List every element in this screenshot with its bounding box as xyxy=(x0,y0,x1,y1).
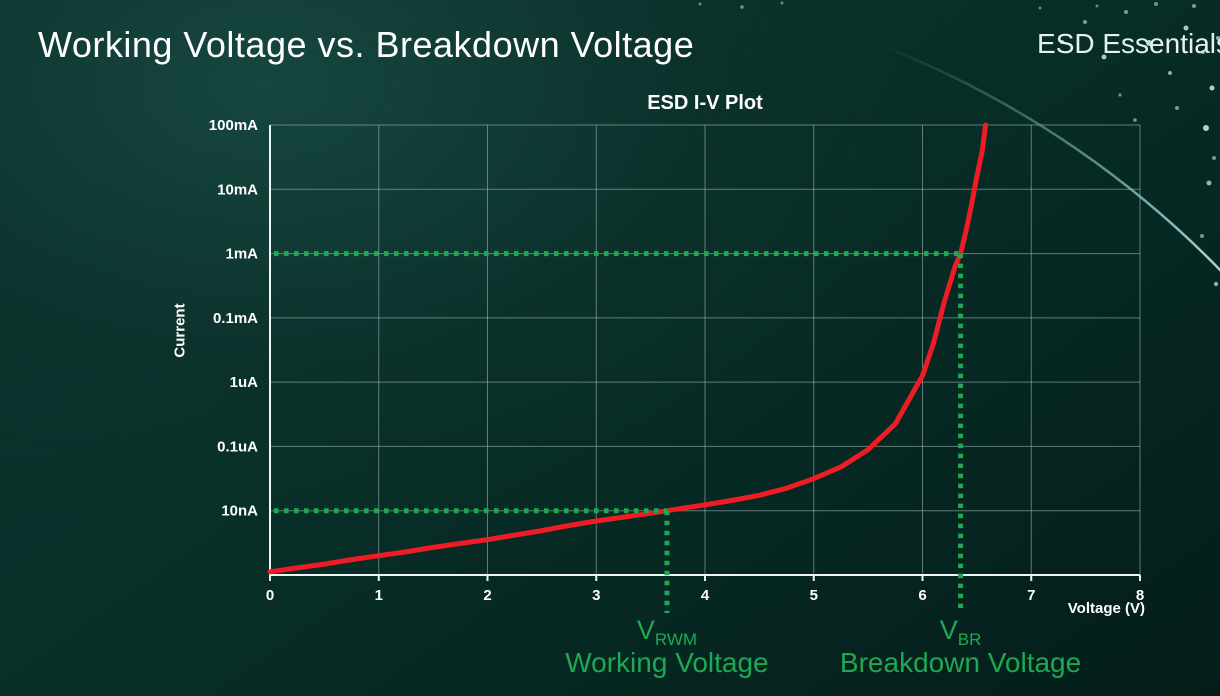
marker-v-rwm xyxy=(274,508,670,613)
x-tick-label: 8 xyxy=(1136,587,1144,604)
y-axis-title: Current xyxy=(171,303,189,358)
marker-caption-v-rwm: Working Voltage xyxy=(565,647,768,678)
y-tick-label: 0.1uA xyxy=(217,438,258,455)
y-tick-label: 10mA xyxy=(217,181,258,198)
x-tick-label: 3 xyxy=(592,587,600,604)
grid-lines xyxy=(269,124,1141,576)
x-tick-label: 4 xyxy=(701,587,710,604)
x-axis-title: Voltage (V) xyxy=(1067,600,1145,617)
y-tick-label: 10nA xyxy=(221,503,258,520)
x-tick-label: 6 xyxy=(918,587,926,604)
marker-v-br xyxy=(274,251,964,613)
sparkle-dots xyxy=(698,1,1220,287)
marker-symbol-v-rwm: VRWM xyxy=(637,615,697,649)
y-tick-label: 100mA xyxy=(209,117,258,134)
chart-title: ESD I-V Plot xyxy=(647,92,763,114)
background-swoosh xyxy=(877,42,1220,272)
x-tick-label: 5 xyxy=(810,587,818,604)
y-tick-label: 0.1mA xyxy=(213,310,258,327)
x-tick-label: 1 xyxy=(375,587,383,604)
x-tick-label: 0 xyxy=(266,587,274,604)
marker-caption-v-br: Breakdown Voltage xyxy=(840,647,1081,678)
brand-text: ESD Essentials xyxy=(1037,28,1220,59)
x-tick-label: 2 xyxy=(483,587,491,604)
x-tick-label: 7 xyxy=(1027,587,1035,604)
y-tick-label: 1uA xyxy=(230,374,259,391)
iv-curve xyxy=(267,122,989,575)
marker-symbol-v-br: VBR xyxy=(940,615,982,649)
slide-title: Working Voltage vs. Breakdown Voltage xyxy=(38,24,695,65)
y-tick-label: 1mA xyxy=(225,246,258,263)
